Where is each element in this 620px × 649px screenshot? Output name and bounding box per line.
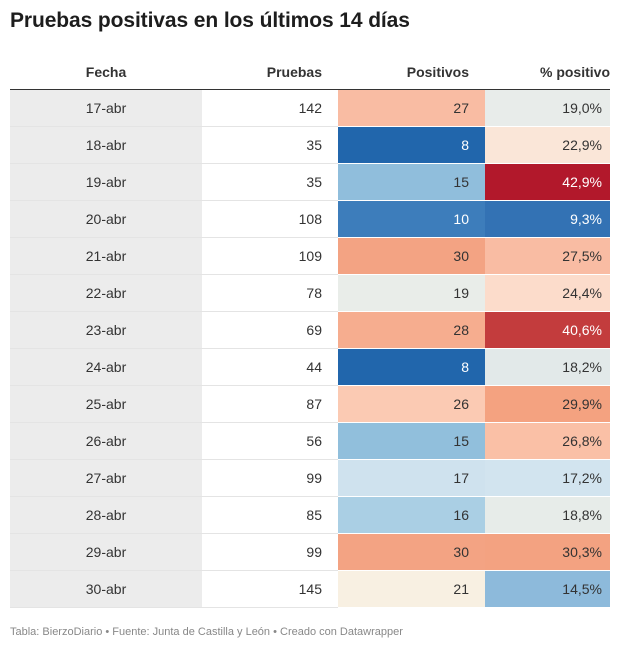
cell-pct-positivo: 18,8% bbox=[485, 497, 610, 534]
table-row: 19-abr 35 15 42,9% bbox=[10, 164, 610, 201]
data-table: Fecha Pruebas Positivos % positivo 17-ab… bbox=[10, 54, 610, 608]
cell-pruebas: 69 bbox=[202, 312, 338, 349]
cell-positivos: 28 bbox=[338, 312, 485, 349]
column-header-positivos: Positivos bbox=[406, 63, 469, 80]
cell-fecha: 25-abr bbox=[10, 386, 202, 423]
table-row: 28-abr 85 16 18,8% bbox=[10, 497, 610, 534]
cell-pruebas: 87 bbox=[202, 386, 338, 423]
cell-pruebas: 99 bbox=[202, 460, 338, 497]
table-body: 17-abr 142 27 19,0% 18-abr 35 8 22,9% 19-abr 35 15… bbox=[10, 90, 610, 608]
cell-positivos: 21 bbox=[338, 571, 485, 608]
cell-pruebas: 99 bbox=[202, 534, 338, 571]
table-row: 21-abr 109 30 27,5% bbox=[10, 238, 610, 275]
cell-pct-positivo: 14,5% bbox=[485, 571, 610, 608]
table-row: 25-abr 87 26 29,9% bbox=[10, 386, 610, 423]
cell-fecha: 19-abr bbox=[10, 164, 202, 201]
cell-positivos: 26 bbox=[338, 386, 485, 423]
cell-pruebas: 35 bbox=[202, 164, 338, 201]
cell-pruebas: 44 bbox=[202, 349, 338, 386]
cell-fecha: 21-abr bbox=[10, 238, 202, 275]
cell-pruebas: 142 bbox=[202, 90, 338, 127]
cell-positivos: 15 bbox=[338, 164, 485, 201]
cell-pruebas: 85 bbox=[202, 497, 338, 534]
cell-pruebas: 109 bbox=[202, 238, 338, 275]
cell-pruebas: 56 bbox=[202, 423, 338, 460]
cell-pct-positivo: 19,0% bbox=[485, 90, 610, 127]
cell-positivos: 17 bbox=[338, 460, 485, 497]
table-row: 17-abr 142 27 19,0% bbox=[10, 90, 610, 127]
cell-pct-positivo: 40,6% bbox=[485, 312, 610, 349]
cell-positivos: 19 bbox=[338, 275, 485, 312]
cell-pct-positivo: 9,3% bbox=[485, 201, 610, 238]
cell-pruebas: 145 bbox=[202, 571, 338, 608]
cell-positivos: 10 bbox=[338, 201, 485, 238]
cell-fecha: 22-abr bbox=[10, 275, 202, 312]
cell-positivos: 8 bbox=[338, 127, 485, 164]
cell-fecha: 24-abr bbox=[10, 349, 202, 386]
cell-positivos: 30 bbox=[338, 534, 485, 571]
column-header-pruebas: Pruebas bbox=[266, 63, 322, 80]
cell-positivos: 15 bbox=[338, 423, 485, 460]
column-header-fecha: Fecha bbox=[85, 63, 127, 80]
table-row: 24-abr 44 8 18,2% bbox=[10, 349, 610, 386]
cell-pct-positivo: 17,2% bbox=[485, 460, 610, 497]
table-row: 29-abr 99 30 30,3% bbox=[10, 534, 610, 571]
cell-pruebas: 35 bbox=[202, 127, 338, 164]
table-row: 26-abr 56 15 26,8% bbox=[10, 423, 610, 460]
cell-pct-positivo: 22,9% bbox=[485, 127, 610, 164]
cell-pct-positivo: 42,9% bbox=[485, 164, 610, 201]
footer-credits: Tabla: BierzoDiario • Fuente: Junta de C… bbox=[10, 626, 403, 638]
table-row: 30-abr 145 21 14,5% bbox=[10, 571, 610, 608]
cell-fecha: 18-abr bbox=[10, 127, 202, 164]
cell-pct-positivo: 27,5% bbox=[485, 238, 610, 275]
table-row: 18-abr 35 8 22,9% bbox=[10, 127, 610, 164]
cell-pruebas: 78 bbox=[202, 275, 338, 312]
table-row: 27-abr 99 17 17,2% bbox=[10, 460, 610, 497]
cell-positivos: 27 bbox=[338, 90, 485, 127]
table-row: 23-abr 69 28 40,6% bbox=[10, 312, 610, 349]
cell-fecha: 28-abr bbox=[10, 497, 202, 534]
cell-fecha: 27-abr bbox=[10, 460, 202, 497]
table-row: 22-abr 78 19 24,4% bbox=[10, 275, 610, 312]
table-row: 20-abr 108 10 9,3% bbox=[10, 201, 610, 238]
cell-positivos: 8 bbox=[338, 349, 485, 386]
cell-pruebas: 108 bbox=[202, 201, 338, 238]
cell-pct-positivo: 18,2% bbox=[485, 349, 610, 386]
cell-pct-positivo: 30,3% bbox=[485, 534, 610, 571]
column-header-pct-positivo: % positivo bbox=[539, 63, 610, 80]
cell-positivos: 16 bbox=[338, 497, 485, 534]
cell-fecha: 29-abr bbox=[10, 534, 202, 571]
cell-pct-positivo: 26,8% bbox=[485, 423, 610, 460]
cell-fecha: 20-abr bbox=[10, 201, 202, 238]
cell-pct-positivo: 24,4% bbox=[485, 275, 610, 312]
cell-fecha: 23-abr bbox=[10, 312, 202, 349]
cell-pct-positivo: 29,9% bbox=[485, 386, 610, 423]
cell-fecha: 17-abr bbox=[10, 90, 202, 127]
cell-positivos: 30 bbox=[338, 238, 485, 275]
table-header-row: Fecha Pruebas Positivos % positivo bbox=[10, 54, 610, 90]
chart-title: Pruebas positivas en los últimos 14 días bbox=[10, 9, 410, 32]
cell-fecha: 30-abr bbox=[10, 571, 202, 608]
cell-fecha: 26-abr bbox=[10, 423, 202, 460]
